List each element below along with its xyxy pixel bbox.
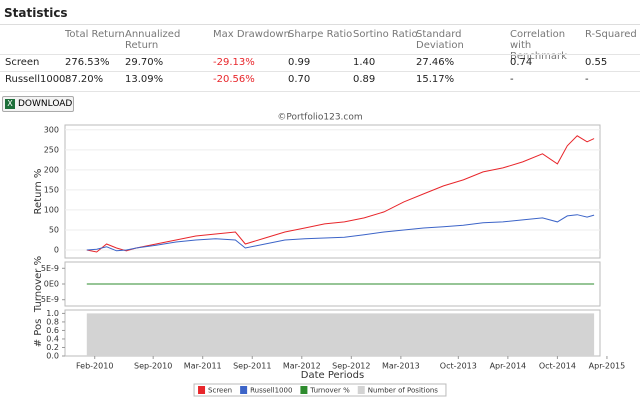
legend-label: Number of Positions: [368, 387, 439, 395]
y-tick-label: 5E-9: [41, 264, 59, 273]
x-tick-label: Sep-2011: [233, 362, 271, 371]
y-axis-label: Return %: [33, 169, 44, 215]
line: [86, 214, 595, 252]
column-header: Total Return: [65, 29, 125, 40]
legend-box: [193, 383, 447, 397]
column-header: Sortino Ratio: [353, 29, 418, 40]
y-tick-label: 0.8: [46, 317, 59, 326]
plot-area: [64, 124, 601, 259]
table-cell: Russell1000: [5, 74, 66, 85]
y-tick-label: 0: [54, 245, 59, 254]
legend-swatch: [300, 386, 308, 394]
table-cell: 0.55: [585, 57, 608, 68]
y-tick-label: 0E0: [44, 280, 59, 289]
table-cell: -: [510, 74, 514, 85]
table-cell: 13.09%: [125, 74, 164, 85]
y-tick-label: 150: [44, 185, 59, 194]
x-tick-label: Sep-2012: [332, 362, 370, 371]
y-tick-label: 250: [44, 145, 59, 154]
legend-swatch: [198, 386, 206, 394]
x-tick-label: Oct-2014: [539, 362, 576, 371]
column-header: Annualized Return: [125, 29, 181, 51]
y-tick-label: 200: [44, 165, 59, 174]
chart-title: ©Portfolio123.com: [277, 113, 362, 123]
y-tick-label: 0.0: [46, 352, 59, 361]
legend-label: Screen: [208, 387, 232, 395]
y-tick-label: 0.6: [46, 326, 59, 335]
x-tick-label: Mar-2011: [184, 362, 222, 371]
x-axis-label: Date Periods: [301, 370, 364, 381]
table-cell: -: [585, 74, 589, 85]
row-divider: [0, 91, 640, 92]
legend-label: Russell1000: [250, 387, 292, 395]
column-header: Standard Deviation: [416, 29, 464, 51]
column-header: Max Drawdown: [213, 29, 290, 40]
table-cell: 29.70%: [125, 57, 164, 68]
y-tick-label: 0.4: [46, 334, 59, 343]
row-divider: [0, 71, 640, 72]
x-tick-label: Feb-2010: [76, 362, 113, 371]
y-tick-label: 300: [44, 125, 59, 134]
table-cell: 0.89: [353, 74, 376, 85]
legend-swatch: [240, 386, 248, 394]
table-cell: Screen: [5, 57, 40, 68]
table-cell: 87.20%: [65, 74, 104, 85]
y-axis-label: Turnover %: [33, 256, 44, 313]
y-tick-label: 0.2: [46, 343, 59, 352]
table-cell: 27.46%: [416, 57, 455, 68]
separator: [0, 24, 640, 25]
y-axis-label: # Pos: [33, 319, 44, 348]
x-tick-label: Sep-2010: [134, 362, 172, 371]
table-cell: 0.99: [288, 57, 311, 68]
column-header: Correlation with Benchmark: [510, 29, 567, 62]
y-tick-label: 100: [44, 205, 59, 214]
x-tick-label: Mar-2013: [382, 362, 420, 371]
row-divider: [0, 54, 640, 55]
x-tick-label: Apr-2015: [589, 362, 626, 371]
x-tick-label: Mar-2012: [283, 362, 321, 371]
column-header: Sharpe Ratio: [288, 29, 353, 40]
x-tick-label: Apr-2014: [490, 362, 527, 371]
section-title: Statistics: [4, 6, 68, 20]
column-header: R-Squared: [585, 29, 637, 40]
download-button[interactable]: X DOWNLOAD: [2, 96, 74, 112]
y-tick-label: -5E-9: [38, 295, 59, 304]
download-label: DOWNLOAD: [18, 99, 73, 109]
table-cell: -29.13%: [213, 57, 255, 68]
table-cell: -20.56%: [213, 74, 255, 85]
y-tick-label: 50: [49, 225, 59, 234]
table-cell: 0.74: [510, 57, 533, 68]
area: [86, 313, 595, 356]
table-cell: 0.70: [288, 74, 311, 85]
table-cell: 1.40: [353, 57, 376, 68]
table-cell: 15.17%: [416, 74, 455, 85]
legend-label: Turnover %: [309, 387, 350, 395]
x-tick-label: Oct-2013: [440, 362, 477, 371]
y-tick-label: 1.0: [46, 309, 59, 318]
legend-swatch: [357, 386, 365, 394]
table-cell: 276.53%: [65, 57, 110, 68]
excel-icon: X: [5, 99, 15, 109]
